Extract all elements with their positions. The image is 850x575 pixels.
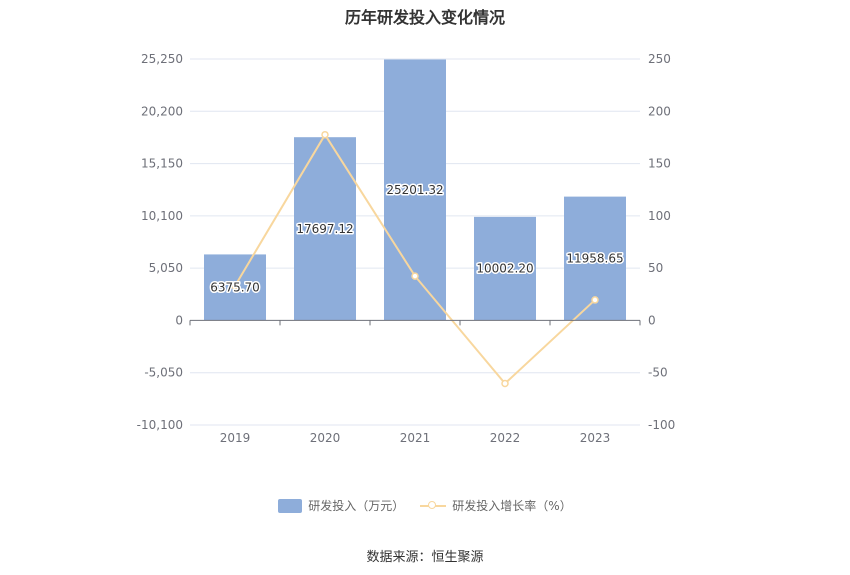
left-tick-label: 5,050: [149, 261, 183, 275]
source-note: 数据来源：恒生聚源: [366, 550, 484, 565]
labels-layer: 6375.70 17697.12 25201.32 10002.20 11958.65: [209, 181, 625, 295]
right-tick-label: 150: [648, 157, 671, 171]
legend-line-swatch: [420, 499, 447, 513]
bar-value-label: 6375.70: [210, 280, 260, 294]
left-tick-label: -10,100: [137, 418, 183, 432]
category-label: 2022: [490, 431, 521, 445]
category-label: 2021: [400, 431, 431, 445]
bar-value-label: 17697.12: [296, 222, 353, 236]
chart-title: 历年研发投入变化情况: [344, 8, 505, 27]
growth-point: [411, 272, 419, 280]
right-tick-label: -100: [648, 418, 675, 432]
legend-bar-swatch: [278, 498, 303, 513]
legend-line-label: 研发投入增长率（%）: [452, 499, 572, 513]
bar-value-label: 25201.32: [386, 183, 443, 197]
right-tick-label: 250: [648, 52, 671, 66]
left-tick-label: -5,050: [144, 366, 183, 380]
category-label: 2020: [310, 431, 341, 445]
left-tick-label: 20,200: [141, 104, 183, 118]
legend-item-bar[interactable]: 研发投入（万元）: [278, 497, 404, 514]
growth-point: [591, 296, 599, 304]
growth-point: [321, 130, 329, 139]
left-tick-label: 15,150: [141, 157, 183, 171]
bar-value-label: 10002.20: [476, 262, 533, 276]
left-tick-label: 10,100: [141, 209, 183, 223]
category-label: 2019: [220, 431, 251, 445]
right-tick-label: 200: [648, 104, 671, 118]
legend-item-line[interactable]: 研发投入增长率（%）: [420, 497, 572, 514]
left-tick-label: 0: [175, 313, 183, 327]
line-layer: [231, 130, 599, 388]
growth-point: [231, 282, 239, 290]
right-tick-label: 100: [648, 209, 671, 223]
legend: 研发投入（万元） 研发投入增长率（%）: [0, 497, 850, 514]
legend-bar-label: 研发投入（万元）: [308, 499, 405, 513]
category-label: 2023: [580, 431, 611, 445]
bar-value-label: 11958.65: [566, 252, 623, 266]
growth-point: [501, 379, 509, 388]
right-tick-label: 50: [648, 261, 663, 275]
right-tick-label: 0: [648, 313, 656, 327]
right-tick-label: -50: [648, 366, 668, 380]
axis-layer: 25,250 20,200 15,150 10,100 5,050 0 -5,050 -10,…: [137, 52, 676, 445]
bar: [474, 216, 536, 321]
left-tick-label: 25,250: [141, 52, 183, 66]
